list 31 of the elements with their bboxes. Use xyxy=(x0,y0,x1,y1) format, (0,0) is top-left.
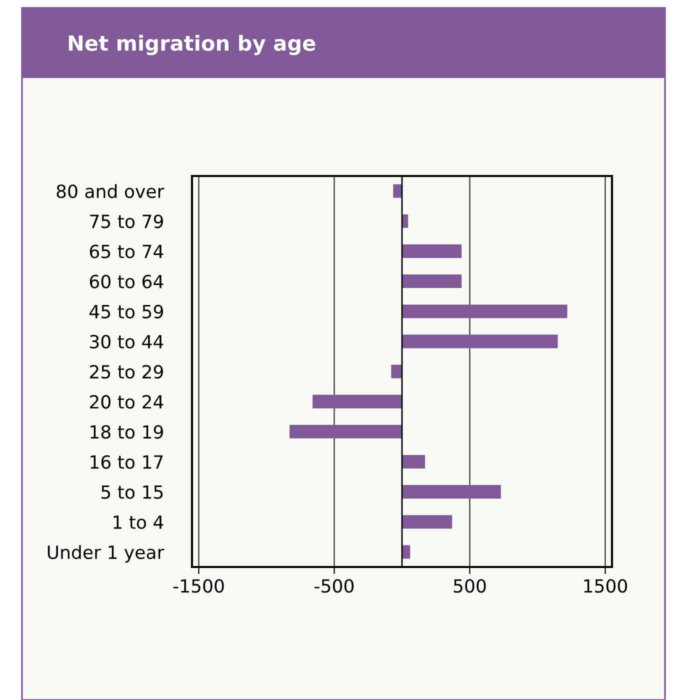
y-tick-label: 20 to 24 xyxy=(90,395,164,409)
bar xyxy=(402,485,501,499)
chart-title: Net migration by age xyxy=(68,34,316,56)
y-tick-label: 1 to 4 xyxy=(114,516,164,529)
y-tick-label: 75 to 79 xyxy=(90,214,163,228)
y-tick-label: 45 to 59 xyxy=(90,304,163,318)
bar xyxy=(290,424,402,438)
bar xyxy=(402,274,462,288)
bar xyxy=(402,545,410,559)
y-tick-label: Under 1 year xyxy=(48,545,164,563)
bar xyxy=(402,304,568,318)
bar xyxy=(402,515,452,529)
bar xyxy=(393,184,402,198)
bar xyxy=(402,214,408,228)
bar xyxy=(312,394,402,408)
y-tick-label: 30 to 44 xyxy=(90,334,164,349)
bar xyxy=(402,334,558,348)
x-tick-label: -1500 xyxy=(173,579,224,593)
x-tick-label: 1500 xyxy=(584,579,627,593)
bar xyxy=(402,244,462,258)
y-tick-label: 60 to 64 xyxy=(90,274,164,288)
y-tick-label: 16 to 17 xyxy=(90,455,163,469)
x-tick-label: 500 xyxy=(454,579,486,593)
x-tick-label: -500 xyxy=(314,579,354,593)
bar xyxy=(391,364,402,378)
y-tick-label: 25 to 29 xyxy=(90,364,163,379)
y-tick-label: 65 to 74 xyxy=(90,244,164,258)
bar xyxy=(402,454,426,468)
y-tick-label: 80 and over xyxy=(56,184,164,198)
y-tick-label: 5 to 15 xyxy=(102,486,163,499)
y-tick-label: 18 to 19 xyxy=(90,425,163,439)
